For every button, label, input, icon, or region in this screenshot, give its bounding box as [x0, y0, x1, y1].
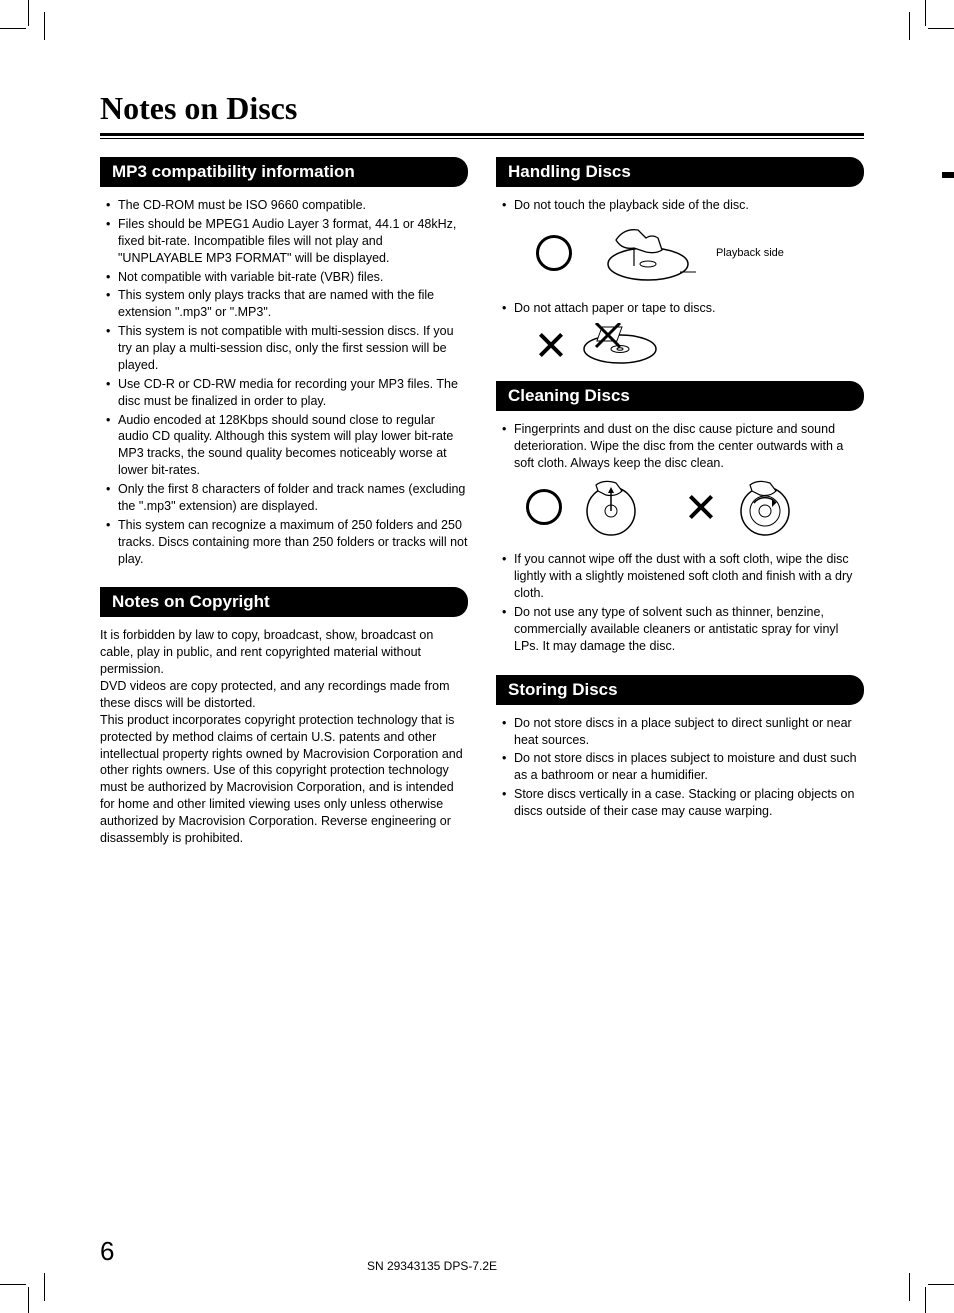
section-header-copyright: Notes on Copyright [100, 587, 468, 617]
list-item: If you cannot wipe off the dust with a s… [502, 551, 864, 602]
list-item: This system is not compatible with multi… [106, 323, 468, 374]
crop-mark [928, 1284, 954, 1285]
handling-list-1: Do not touch the playback side of the di… [496, 197, 864, 214]
crop-mark [925, 0, 926, 26]
edge-tick [942, 172, 954, 178]
mp3-list: The CD-ROM must be ISO 9660 compatible. … [100, 197, 468, 567]
list-item: Fingerprints and dust on the disc cause … [502, 421, 864, 472]
handling-list-2: Do not attach paper or tape to discs. [496, 300, 864, 317]
crop-mark [44, 1273, 45, 1301]
section-header-handling: Handling Discs [496, 157, 864, 187]
list-item: Do not use any type of solvent such as t… [502, 604, 864, 655]
title-rule-thick [100, 133, 864, 136]
section-header-cleaning: Cleaning Discs [496, 381, 864, 411]
list-item: Do not touch the playback side of the di… [502, 197, 864, 214]
crop-mark [928, 28, 954, 29]
playback-side-label: Playback side [716, 247, 784, 259]
crop-mark [0, 1284, 26, 1285]
content-columns: MP3 compatibility information The CD-ROM… [100, 157, 864, 867]
list-item: Audio encoded at 128Kbps should sound cl… [106, 412, 468, 480]
hand-holding-disc-icon [586, 220, 696, 286]
cleaning-list-2: If you cannot wipe off the dust with a s… [496, 551, 864, 654]
list-item: This system can recognize a maximum of 2… [106, 517, 468, 568]
section-header-mp3: MP3 compatibility information [100, 157, 468, 187]
left-column: MP3 compatibility information The CD-ROM… [100, 157, 468, 867]
crop-mark [0, 28, 26, 29]
section-header-storing: Storing Discs [496, 675, 864, 705]
crop-mark [44, 12, 45, 40]
cleaning-illustration [526, 477, 864, 537]
wipe-outward-icon [576, 477, 646, 537]
list-item: The CD-ROM must be ISO 9660 compatible. [106, 197, 468, 214]
wipe-circular-icon [730, 477, 800, 537]
crop-mark [28, 1287, 29, 1313]
no-mark-icon [536, 330, 566, 360]
title-rule-thin [100, 138, 864, 139]
handling-illustration-1: Playback side [536, 220, 864, 286]
list-item: Do not store discs in a place subject to… [502, 715, 864, 749]
handling-illustration-2 [536, 323, 864, 367]
storing-list: Do not store discs in a place subject to… [496, 715, 864, 820]
ok-mark-icon [536, 235, 572, 271]
crop-mark [28, 0, 29, 26]
list-item: Do not attach paper or tape to discs. [502, 300, 864, 317]
list-item: Only the first 8 characters of folder an… [106, 481, 468, 515]
crop-mark [909, 12, 910, 40]
footer-code: SN 29343135 DPS-7.2E [0, 1259, 864, 1273]
list-item: Files should be MPEG1 Audio Layer 3 form… [106, 216, 468, 267]
ok-mark-icon [526, 489, 562, 525]
list-item: Use CD-R or CD-RW media for recording yo… [106, 376, 468, 410]
page-title: Notes on Discs [100, 90, 864, 127]
no-mark-icon [686, 492, 716, 522]
list-item: This system only plays tracks that are n… [106, 287, 468, 321]
disc-with-tape-icon [580, 323, 660, 367]
list-item: Not compatible with variable bit-rate (V… [106, 269, 468, 286]
manual-page: Notes on Discs MP3 compatibility informa… [0, 0, 954, 1313]
copyright-body: It is forbidden by law to copy, broadcas… [100, 627, 468, 846]
crop-mark [925, 1287, 926, 1313]
crop-mark [909, 1273, 910, 1301]
list-item: Do not store discs in places subject to … [502, 750, 864, 784]
right-column: Handling Discs Do not touch the playback… [496, 157, 864, 867]
list-item: Store discs vertically in a case. Stacki… [502, 786, 864, 820]
cleaning-list-1: Fingerprints and dust on the disc cause … [496, 421, 864, 472]
